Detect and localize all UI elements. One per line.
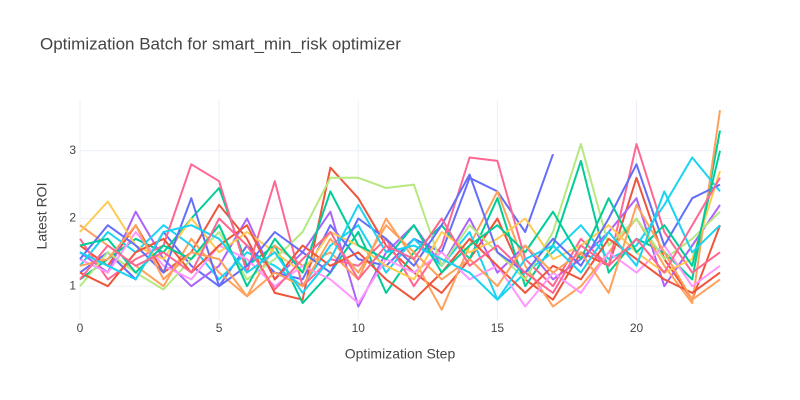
y-axis-title: Latest ROI [34,183,50,250]
x-tick-label: 0 [77,321,84,335]
y-tick-label: 1 [69,278,76,292]
y-tick-label: 3 [69,143,76,157]
chart-title: Optimization Batch for smart_min_risk op… [40,34,401,53]
series-line [79,143,721,288]
series-line [79,224,721,301]
x-tick-label: 20 [630,321,644,335]
y-tick-label: 2 [69,211,76,225]
series-line [79,203,721,301]
x-tick-label: 10 [352,321,366,335]
series-line [79,231,721,308]
x-axis-title: Optimization Step [345,346,456,362]
series-line [79,170,721,281]
x-tick-label: 5 [216,321,223,335]
series-line [79,177,721,294]
x-tick-label: 15 [491,321,505,335]
series-line [79,190,721,301]
